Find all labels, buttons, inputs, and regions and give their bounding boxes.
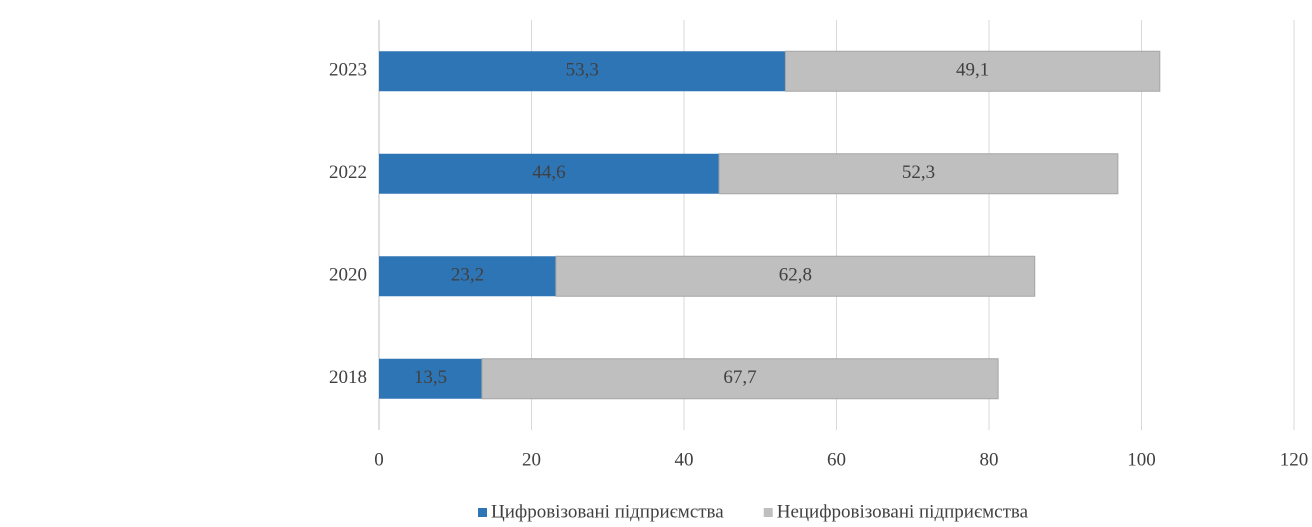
y-tick-label: 2023 — [329, 60, 367, 81]
value-label: 13,5 — [414, 367, 447, 388]
chart: 0 20 40 60 80 100 120 2023 53,3 49,1 2022 44,6 52,3 2… — [0, 0, 1312, 527]
x-tick-label: 120 — [1280, 449, 1309, 470]
legend-swatch — [478, 508, 487, 517]
value-label: 53,3 — [566, 60, 599, 81]
x-tick-label: 40 — [675, 449, 694, 470]
legend-label: Цифровізовані підприємства — [491, 501, 724, 522]
y-tick-label: 2022 — [329, 162, 367, 183]
y-tick-label: 2018 — [329, 367, 367, 388]
value-label: 49,1 — [956, 60, 989, 81]
x-tick-label: 0 — [374, 449, 384, 470]
x-tick-label: 80 — [980, 449, 999, 470]
y-tick-label: 2020 — [329, 265, 367, 286]
x-tick-label: 60 — [827, 449, 846, 470]
value-label: 62,8 — [779, 265, 812, 286]
legend-swatch — [764, 508, 773, 517]
value-label: 23,2 — [451, 265, 484, 286]
x-tick-label: 20 — [522, 449, 541, 470]
legend-label: Нецифровізовані підприємства — [777, 501, 1029, 522]
value-label: 67,7 — [723, 367, 756, 388]
x-tick-label: 100 — [1127, 449, 1156, 470]
value-label: 52,3 — [902, 162, 935, 183]
value-label: 44,6 — [532, 162, 565, 183]
